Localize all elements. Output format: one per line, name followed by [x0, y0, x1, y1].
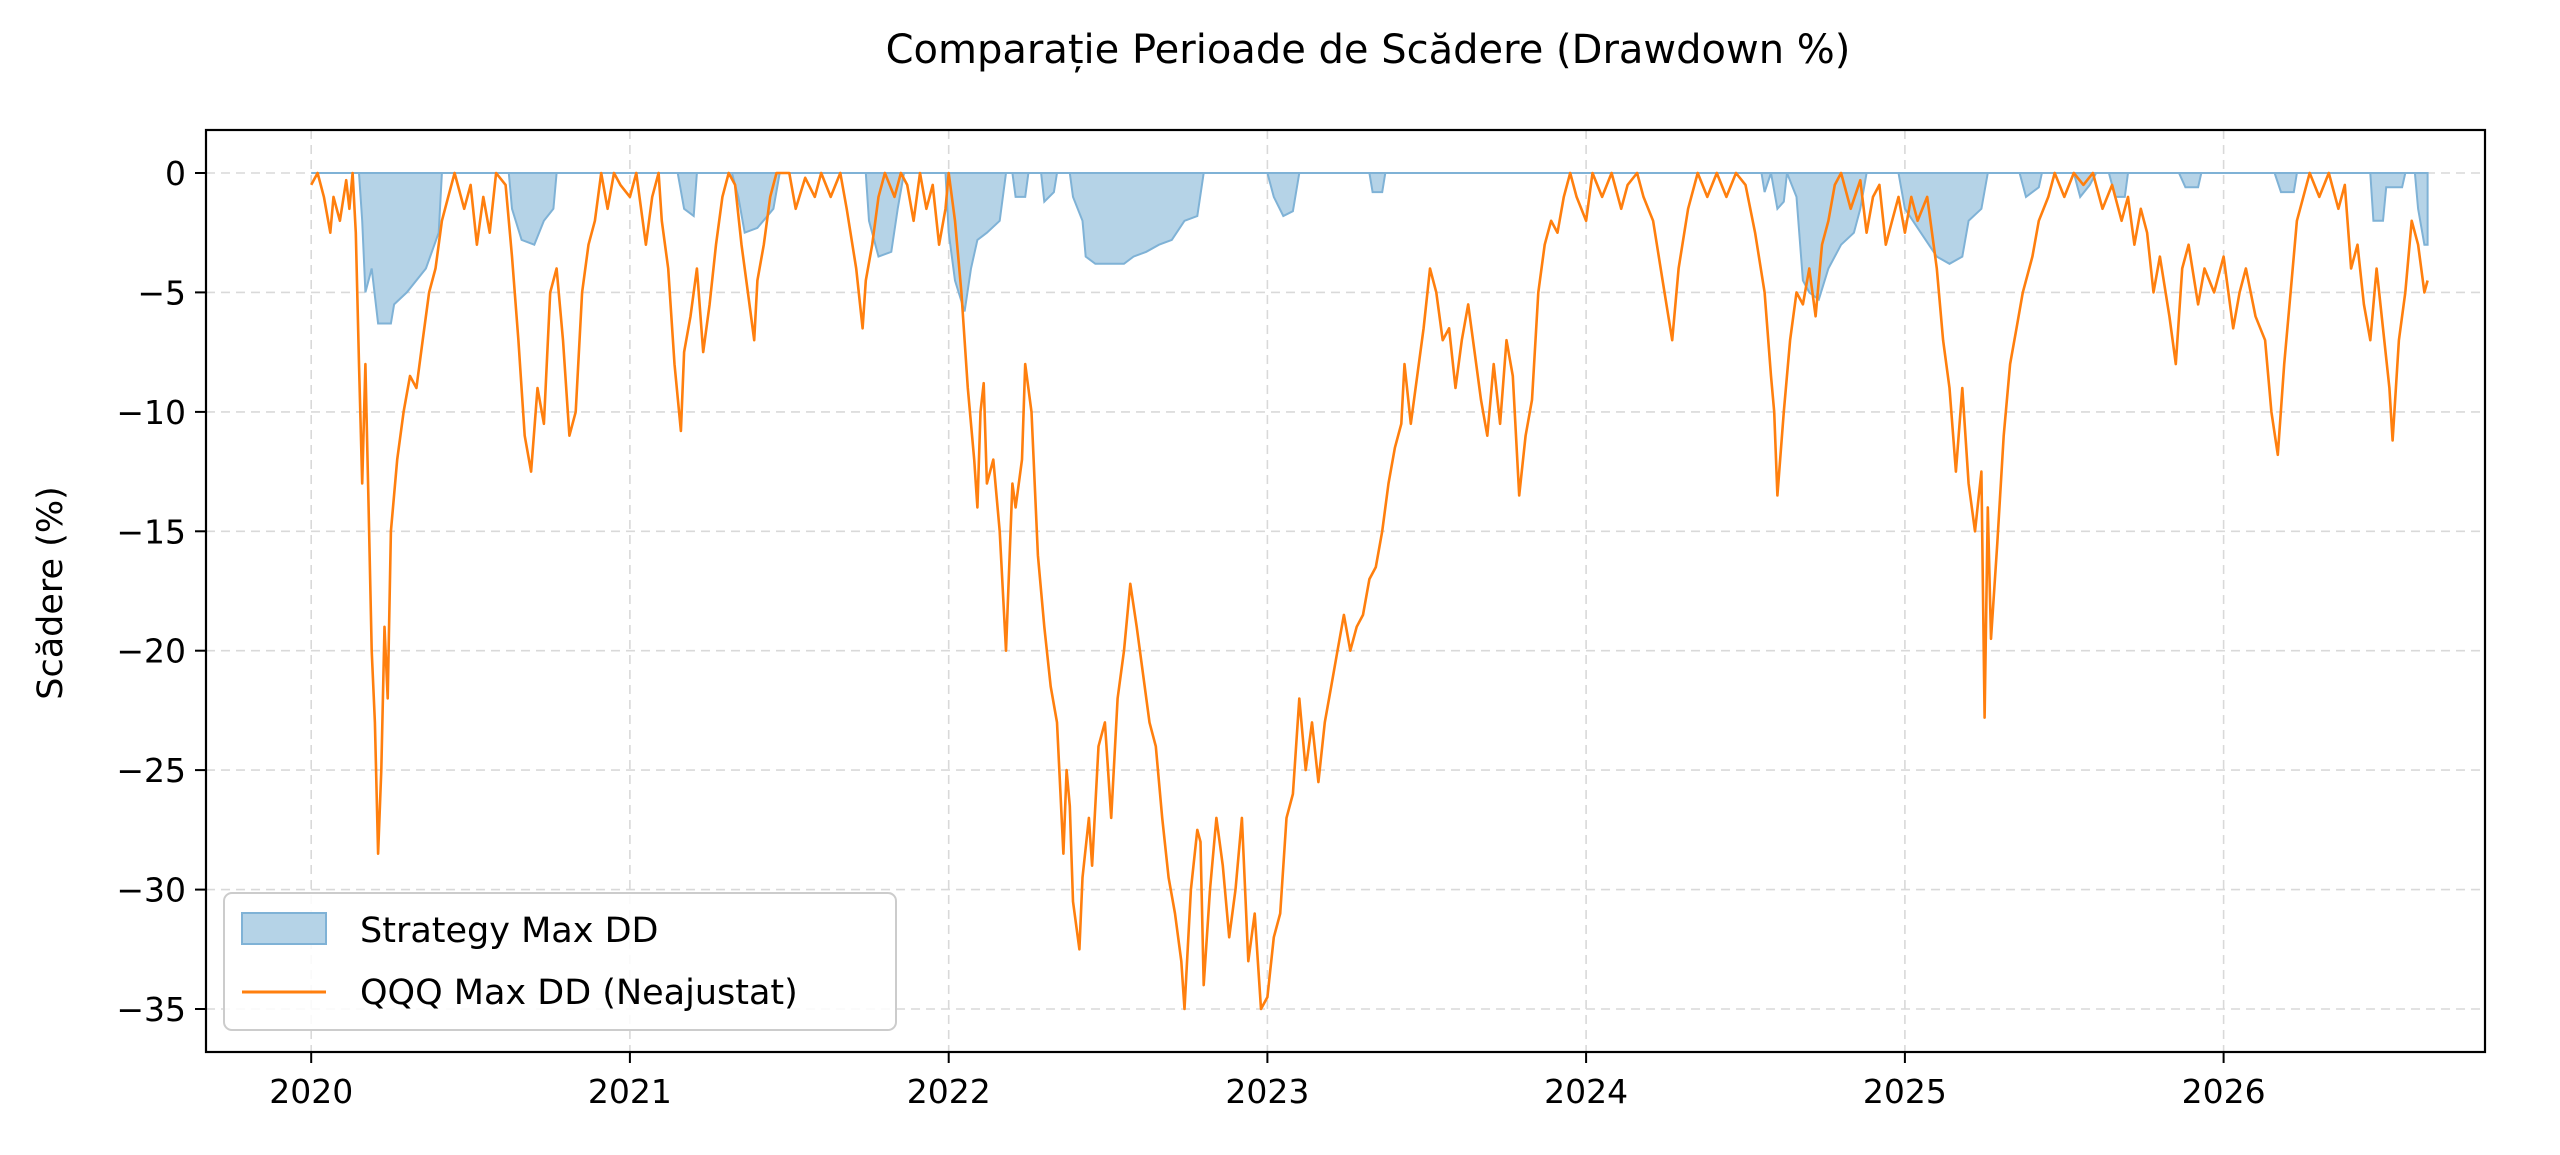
x-axis-ticks: 2020 2021 2022 2023 2024 2025 2026 [269, 1052, 2266, 1111]
x-tick-label: 2020 [269, 1072, 353, 1111]
x-tick-label: 2025 [1863, 1072, 1947, 1111]
x-tick-label: 2022 [907, 1072, 991, 1111]
strategy-area-layer [311, 172, 2429, 325]
y-tick-label: −30 [116, 871, 186, 910]
y-tick-label: −10 [116, 393, 186, 432]
legend-swatch-strategy [241, 912, 327, 945]
legend-box [223, 892, 897, 1031]
legend-label-qqq: QQQ Max DD (Neajustat) [360, 973, 798, 1013]
plot-frame [204, 128, 2487, 1054]
strategy-max-dd-area [311, 172, 2429, 325]
chart-title: Comparație Perioade de Scădere (Drawdown… [886, 27, 1851, 73]
x-tick-label: 2023 [1225, 1072, 1309, 1111]
y-tick-label: −25 [116, 751, 186, 790]
legend-label-strategy: Strategy Max DD [360, 911, 658, 951]
y-axis-label: Scădere (%) [31, 486, 71, 700]
qqq-line-layer [310, 171, 2429, 1011]
y-axis-ticks: 0 −5 −10 −15 −20 −25 −30 −35 [116, 154, 206, 1029]
y-tick-label: −5 [137, 273, 186, 312]
y-tick-label: −15 [116, 512, 186, 551]
qqq-max-dd-line [310, 171, 2429, 1011]
y-tick-label: −35 [116, 990, 186, 1029]
x-tick-label: 2021 [588, 1072, 672, 1111]
x-tick-label: 2026 [2182, 1072, 2266, 1111]
legend: Strategy Max DD QQQ Max DD (Neajustat) [223, 892, 897, 1031]
y-tick-label: 0 [165, 154, 186, 193]
y-tick-label: −20 [116, 632, 186, 671]
x-tick-label: 2024 [1544, 1072, 1628, 1111]
